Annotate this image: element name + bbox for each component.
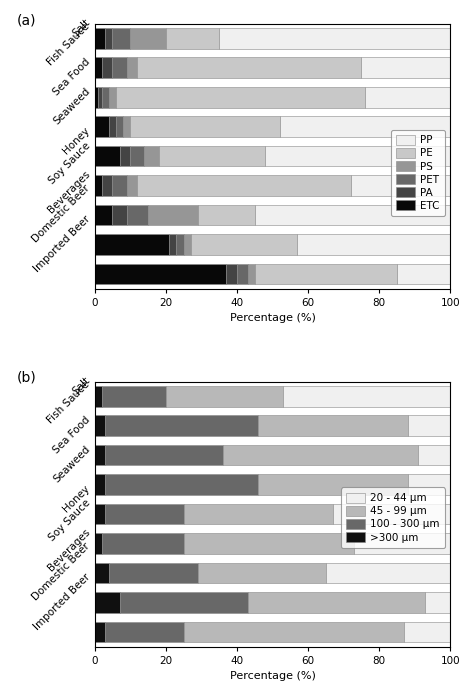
Bar xyxy=(95,205,112,225)
Bar xyxy=(102,87,109,108)
Bar xyxy=(130,28,166,49)
Bar xyxy=(258,474,408,495)
Bar xyxy=(95,621,105,642)
Bar xyxy=(280,116,450,137)
Bar xyxy=(95,28,105,49)
Bar xyxy=(183,533,354,554)
Bar xyxy=(127,205,148,225)
Bar xyxy=(354,533,450,554)
Bar xyxy=(297,234,450,255)
Bar xyxy=(159,146,265,166)
Bar xyxy=(102,386,166,407)
Bar xyxy=(333,504,450,524)
Bar xyxy=(148,205,198,225)
Bar xyxy=(95,474,105,495)
Bar xyxy=(145,146,159,166)
Bar xyxy=(109,116,116,137)
Bar xyxy=(95,234,169,255)
Bar xyxy=(255,205,450,225)
Bar xyxy=(109,87,116,108)
Bar xyxy=(183,504,333,524)
Bar xyxy=(408,416,450,436)
Bar xyxy=(183,621,404,642)
Bar xyxy=(127,58,137,78)
Bar xyxy=(95,533,102,554)
Bar xyxy=(116,87,365,108)
Bar xyxy=(283,386,450,407)
Bar xyxy=(112,28,130,49)
Bar xyxy=(408,474,450,495)
Bar xyxy=(130,116,280,137)
Bar xyxy=(95,146,119,166)
Bar xyxy=(191,234,297,255)
Bar xyxy=(176,234,183,255)
Bar xyxy=(166,28,219,49)
Bar xyxy=(98,87,102,108)
Bar xyxy=(116,116,123,137)
Bar xyxy=(105,621,183,642)
Bar xyxy=(119,592,247,613)
Legend: PP, PE, PS, PET, PA, ETC: PP, PE, PS, PET, PA, ETC xyxy=(391,129,445,216)
Bar xyxy=(137,175,351,196)
Bar xyxy=(95,116,109,137)
Bar xyxy=(95,58,102,78)
Bar xyxy=(95,592,119,613)
Bar xyxy=(95,416,105,436)
Bar xyxy=(112,58,127,78)
Bar xyxy=(95,386,102,407)
Bar xyxy=(95,563,109,583)
Bar xyxy=(198,563,326,583)
Bar xyxy=(95,504,105,524)
Bar xyxy=(326,563,450,583)
Bar xyxy=(166,386,283,407)
Bar xyxy=(247,592,425,613)
Bar xyxy=(351,175,450,196)
Bar xyxy=(95,263,226,284)
Bar xyxy=(95,175,102,196)
Bar xyxy=(247,263,255,284)
Bar xyxy=(112,205,127,225)
Bar xyxy=(119,146,130,166)
Text: (a): (a) xyxy=(17,13,36,27)
Bar xyxy=(265,146,450,166)
X-axis label: Percentage (%): Percentage (%) xyxy=(229,313,315,323)
Bar xyxy=(102,533,183,554)
Bar xyxy=(223,445,418,466)
Bar xyxy=(105,416,258,436)
Bar xyxy=(361,58,450,78)
Bar xyxy=(105,474,258,495)
Text: (b): (b) xyxy=(17,371,36,385)
Bar xyxy=(123,116,130,137)
Bar xyxy=(183,234,191,255)
Bar xyxy=(198,205,255,225)
Bar xyxy=(95,87,98,108)
Bar xyxy=(255,263,397,284)
Bar xyxy=(258,416,408,436)
Bar xyxy=(137,58,361,78)
Bar xyxy=(418,445,450,466)
Bar xyxy=(105,28,112,49)
Bar xyxy=(109,563,198,583)
Bar xyxy=(95,445,105,466)
Bar xyxy=(105,445,223,466)
Bar xyxy=(365,87,450,108)
Bar xyxy=(397,263,450,284)
Bar xyxy=(404,621,450,642)
Legend: 20 - 44 μm, 45 - 99 μm, 100 - 300 μm, >300 μm: 20 - 44 μm, 45 - 99 μm, 100 - 300 μm, >3… xyxy=(341,487,445,548)
Bar xyxy=(219,28,450,49)
Bar xyxy=(130,146,145,166)
Bar xyxy=(102,175,112,196)
Bar xyxy=(226,263,237,284)
Bar xyxy=(112,175,127,196)
Bar xyxy=(425,592,450,613)
Bar xyxy=(102,58,112,78)
X-axis label: Percentage (%): Percentage (%) xyxy=(229,671,315,681)
Bar xyxy=(127,175,137,196)
Bar xyxy=(169,234,176,255)
Bar xyxy=(105,504,183,524)
Bar xyxy=(237,263,247,284)
